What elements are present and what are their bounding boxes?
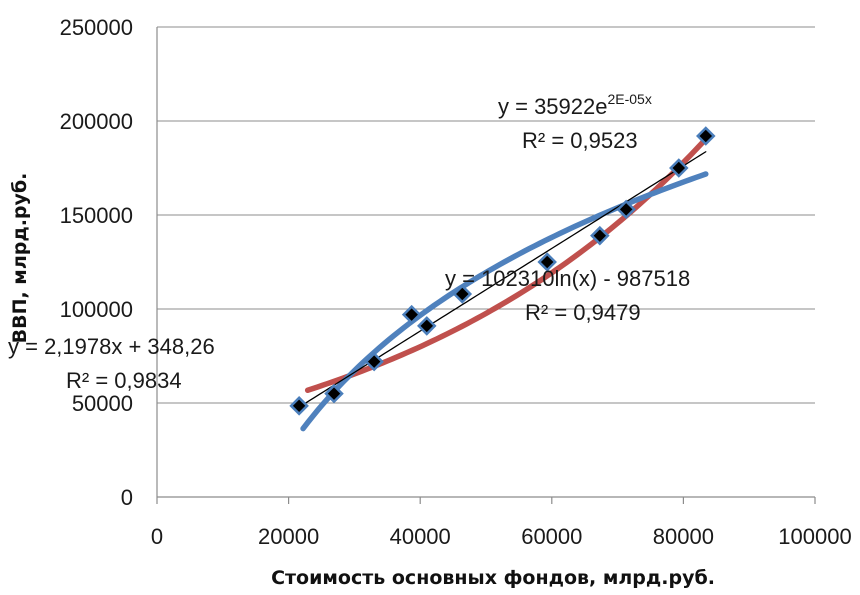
x-tick-label: 0 <box>151 524 163 549</box>
data-points <box>289 126 716 416</box>
data-point <box>669 158 689 178</box>
grid-lines <box>157 26 815 404</box>
data-point <box>417 316 437 336</box>
linear-equation-rest: = 2,1978x + 348,26 <box>19 334 215 359</box>
exp-equation-text: y = 35922e <box>498 94 607 119</box>
linear-equation: y = 2,1978x + 348,26 <box>8 334 215 359</box>
data-point <box>289 396 309 416</box>
data-point <box>537 252 557 272</box>
exp-equation-exponent: 2E-05x <box>607 91 651 107</box>
data-point <box>696 126 716 146</box>
y-tick-label: 0 <box>121 485 133 510</box>
x-tick-label: 80000 <box>653 524 714 549</box>
y-tick-label: 100000 <box>60 297 133 322</box>
axes <box>156 27 816 504</box>
x-tick-label: 60000 <box>521 524 582 549</box>
data-point <box>324 383 344 404</box>
data-point <box>590 225 610 246</box>
linear-r2: R² = 0,9834 <box>66 368 182 393</box>
data-point <box>616 199 636 220</box>
log-equation: y = 102310ln(x) - 987518 <box>445 266 690 291</box>
tick-labels: 0 50000 100000 150000 200000 250000 0 20000 4000… <box>60 15 852 549</box>
y-tick-label: 200000 <box>60 109 133 134</box>
exp-r2: R² = 0,9523 <box>522 128 638 153</box>
exponential-trendline <box>304 136 709 393</box>
y-tick-label: 250000 <box>60 15 133 40</box>
linear-trendline <box>298 151 707 408</box>
y-tick-label: 150000 <box>60 203 133 228</box>
data-point <box>401 304 422 325</box>
x-tick-label: 40000 <box>390 524 451 549</box>
data-point <box>364 351 384 372</box>
x-tick-label: 100000 <box>778 524 851 549</box>
y-axis-title: ВВП, млрд.руб. <box>9 173 31 344</box>
x-tick-label: 20000 <box>258 524 319 549</box>
exp-equation: y = 35922e2E-05x <box>498 91 652 119</box>
x-axis-title: Стоимость основных фондов, млрд.руб. <box>271 567 715 589</box>
linear-equation-y: y <box>8 334 19 359</box>
y-tick-label: 50000 <box>72 391 133 416</box>
log-r2: R² = 0,9479 <box>525 300 641 325</box>
data-point <box>452 284 473 304</box>
